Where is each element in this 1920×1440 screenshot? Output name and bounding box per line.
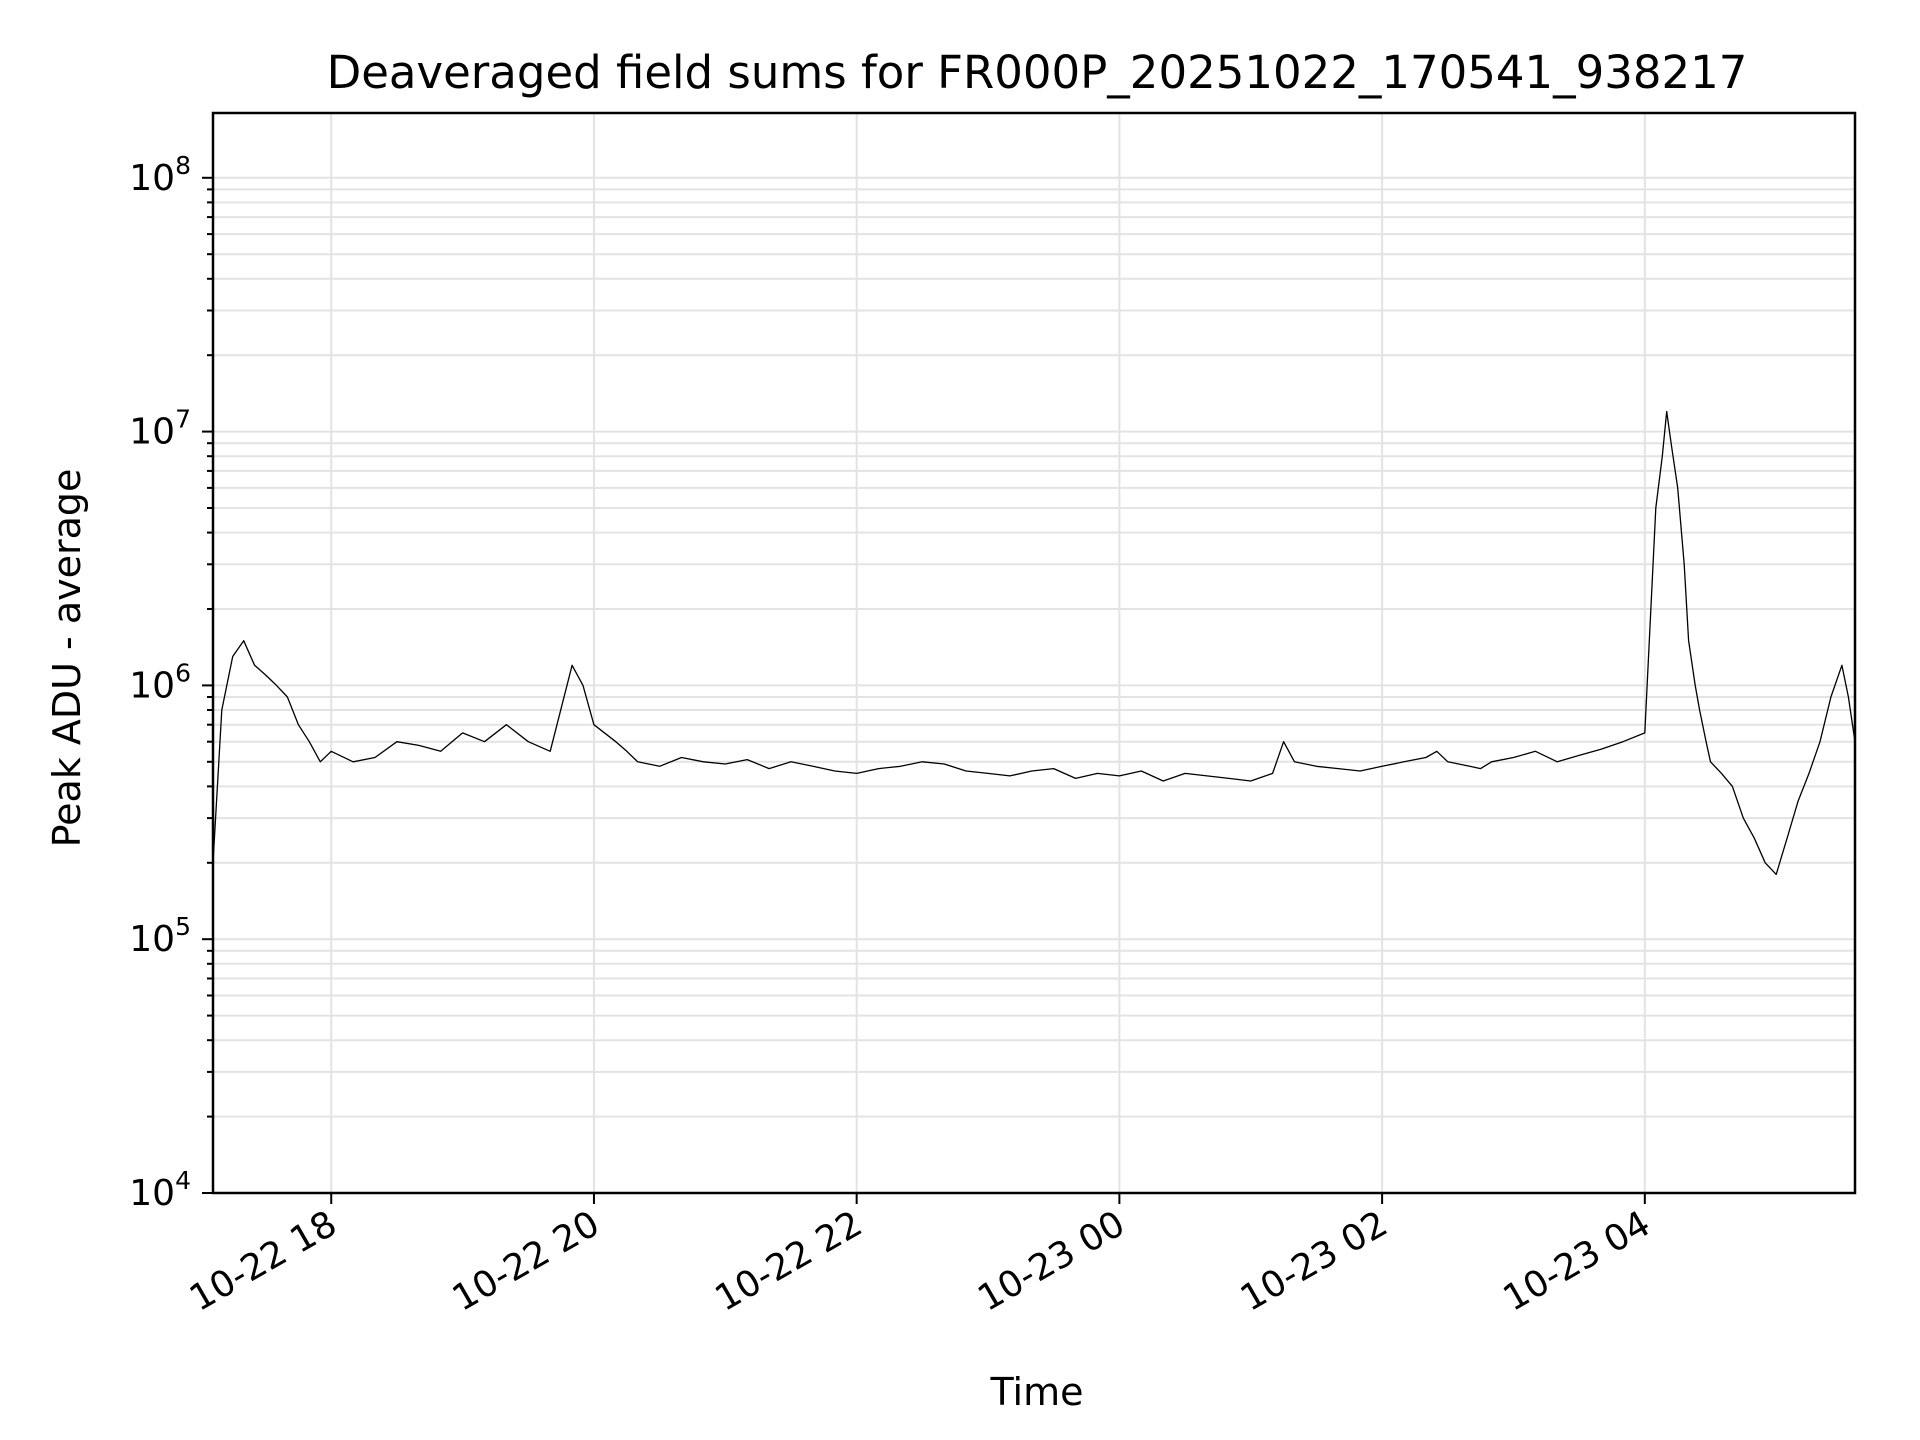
series-line — [212, 410, 1856, 876]
y-tick-label: 104 — [129, 1166, 191, 1214]
plot-frame — [211, 111, 1857, 1195]
y-tick-label: 106 — [129, 658, 191, 706]
y-axis-label: Peak ADU - average — [45, 469, 89, 848]
y-tick-label-base: 10 — [129, 412, 175, 453]
y-tick-label-exponent: 5 — [175, 912, 191, 941]
y-tick-label-exponent: 8 — [175, 151, 191, 180]
grid-layer — [213, 113, 1855, 1194]
y-tick-label-base: 10 — [129, 1173, 175, 1214]
y-tick-label: 108 — [129, 151, 191, 199]
y-tick-label-exponent: 6 — [175, 658, 191, 687]
y-tick-label-base: 10 — [129, 919, 175, 960]
y-tick-label-exponent: 7 — [175, 405, 191, 434]
x-axis-label: Time — [990, 1370, 1084, 1414]
y-tick-label-base: 10 — [129, 665, 175, 706]
y-tick-label: 107 — [129, 405, 191, 453]
data-layer — [212, 410, 1856, 876]
y-tick-label-base: 10 — [129, 158, 175, 199]
y-tick-label-exponent: 4 — [175, 1166, 191, 1195]
chart-title: Deaveraged field sums for FR000P_2025102… — [327, 46, 1748, 99]
y-tick-label: 105 — [129, 912, 191, 960]
